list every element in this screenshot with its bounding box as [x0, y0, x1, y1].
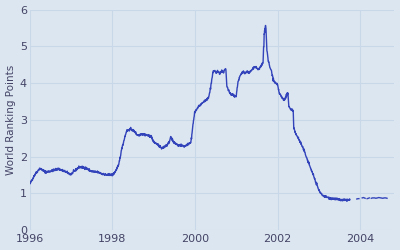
Y-axis label: World Ranking Points: World Ranking Points	[6, 65, 16, 175]
